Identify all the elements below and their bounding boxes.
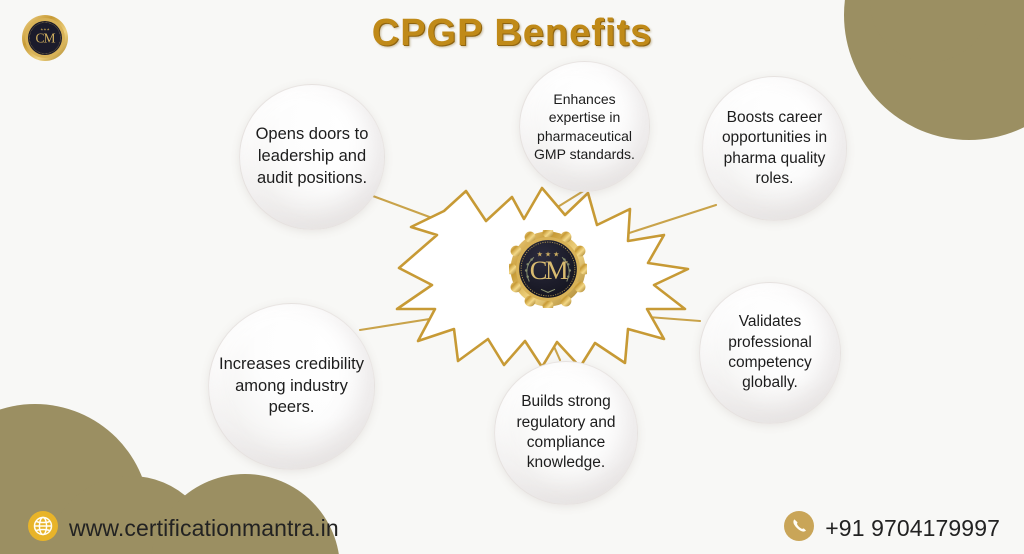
page-title: CPGP Benefits bbox=[371, 12, 653, 54]
svg-text:CM: CM bbox=[35, 31, 55, 46]
benefit-text: Increases credibility among industry pee… bbox=[219, 354, 364, 417]
svg-text:★ ★ ★: ★ ★ ★ bbox=[537, 251, 560, 259]
benefit-bubble-boosts-career[interactable]: Boosts career opportunities in pharma qu… bbox=[702, 76, 847, 221]
website-text: www.certificationmantra.in bbox=[69, 515, 339, 541]
benefit-text: Boosts career opportunities in pharma qu… bbox=[721, 108, 828, 187]
benefit-bubble-opens-doors[interactable]: Opens doors to leadership and audit posi… bbox=[239, 84, 385, 230]
globe-icon bbox=[28, 511, 58, 546]
benefit-bubble-builds-knowledge[interactable]: Builds strong regulatory and compliance … bbox=[494, 361, 638, 505]
benefit-bubble-enhances-expertise[interactable]: Enhances expertise in pharmaceutical GMP… bbox=[519, 61, 650, 192]
svg-text:CM: CM bbox=[530, 255, 568, 285]
benefit-text: Builds strong regulatory and compliance … bbox=[516, 393, 616, 472]
benefit-bubble-increases-credibility[interactable]: Increases credibility among industry pee… bbox=[208, 303, 375, 470]
benefit-text: Opens doors to leadership and audit posi… bbox=[255, 125, 369, 187]
phone-text: +91 9704179997 bbox=[825, 515, 1000, 541]
benefit-bubble-validates-competency[interactable]: Validates professional competency global… bbox=[699, 282, 841, 424]
footer-phone[interactable]: +91 9704179997 bbox=[784, 511, 1000, 546]
benefit-text: Enhances expertise in pharmaceutical GMP… bbox=[534, 90, 635, 162]
cm-seal-badge-icon: CM ★★★ bbox=[20, 12, 70, 64]
svg-text:★★★: ★★★ bbox=[40, 28, 50, 32]
footer-website[interactable]: www.certificationmantra.in bbox=[28, 511, 339, 546]
cm-seal-badge-icon: ★ ★ ★ CM bbox=[505, 226, 591, 312]
phone-icon bbox=[784, 511, 815, 546]
benefit-text: Validates professional competency global… bbox=[728, 313, 812, 392]
